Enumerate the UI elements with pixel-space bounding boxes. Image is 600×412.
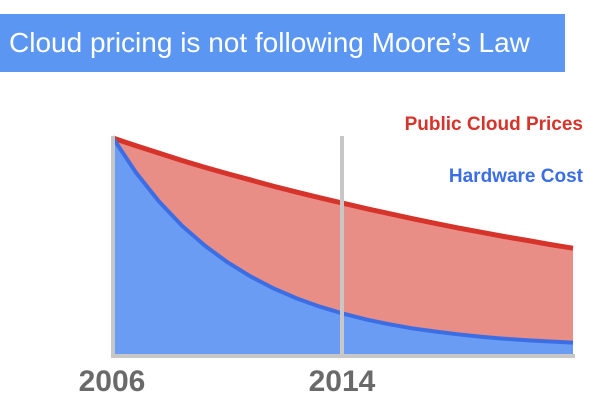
x-tick-label-2014: 2014	[309, 365, 376, 398]
chart-title: Cloud pricing is not following Moore’s L…	[9, 27, 530, 58]
x-tick-label-2006: 2006	[79, 365, 146, 398]
area-hardware-cost	[113, 138, 573, 354]
legend-public-cloud-prices: Public Cloud Prices	[405, 114, 583, 135]
legend-hardware-cost: Hardware Cost	[449, 166, 584, 187]
title-banner: Cloud pricing is not following Moore’s L…	[0, 14, 565, 72]
